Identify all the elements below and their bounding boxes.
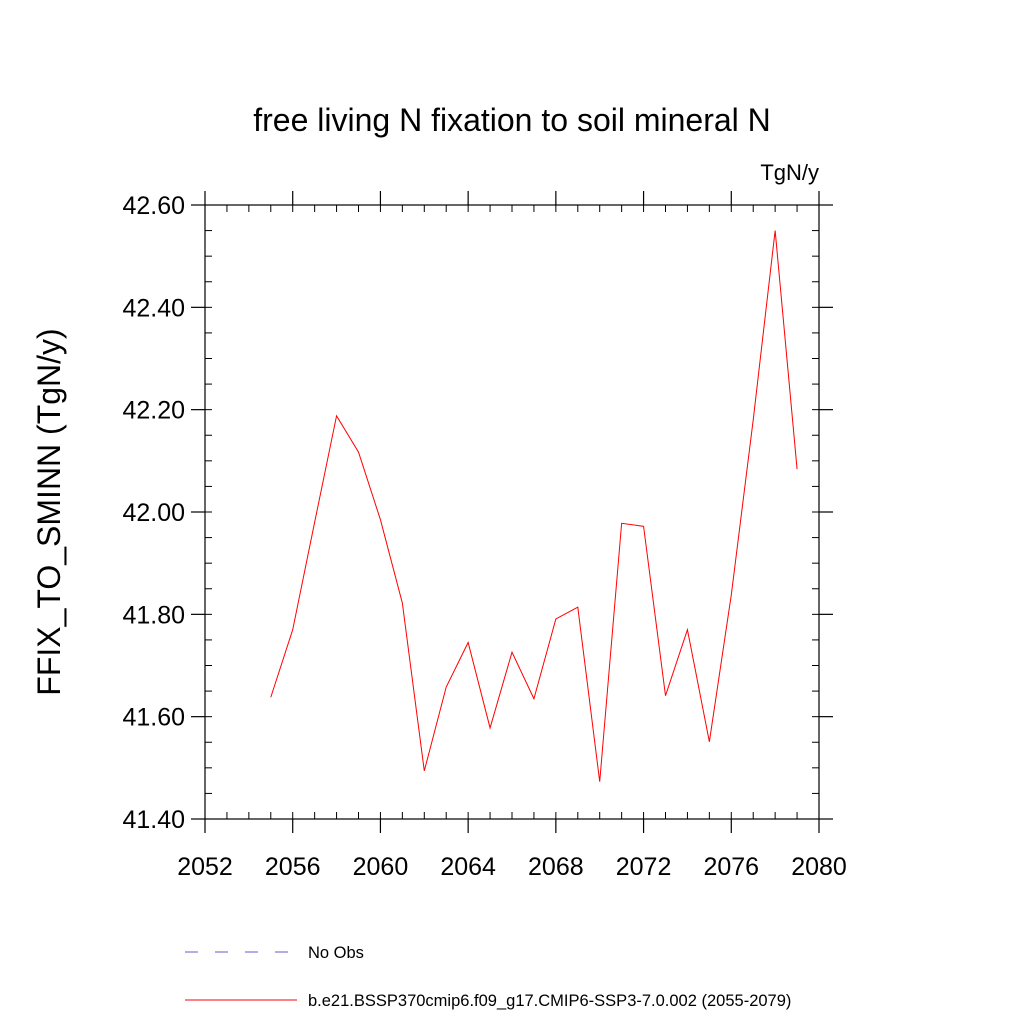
x-tick-label: 2056 bbox=[265, 853, 321, 881]
series-group bbox=[270, 230, 798, 782]
x-axis-ticks: 2052 2056 2060 2064 2068 2072 2076 2080 bbox=[177, 191, 847, 881]
y-tick-label: 42.40 bbox=[122, 294, 185, 322]
legend-label: No Obs bbox=[308, 944, 364, 962]
y-tick-label: 41.40 bbox=[122, 806, 185, 834]
y-tick-label: 42.20 bbox=[122, 397, 185, 425]
chart-title: free living N fixation to soil mineral N bbox=[253, 102, 771, 138]
y-axis-ticks: 41.40 41.60 41.80 42.00 42.20 42.40 42.60 bbox=[122, 192, 833, 834]
y-axis-label: FFIX_TO_SMINN (TgN/y) bbox=[31, 328, 67, 695]
legend: No Obs b.e21.BSSP370cmip6.f09_g17.CMIP6-S… bbox=[185, 944, 791, 1010]
series-line bbox=[270, 230, 798, 782]
x-tick-label: 2052 bbox=[177, 853, 233, 881]
y-tick-label: 42.00 bbox=[122, 499, 185, 527]
x-tick-label: 2076 bbox=[703, 853, 759, 881]
x-tick-label: 2072 bbox=[616, 853, 672, 881]
y-tick-label: 41.60 bbox=[122, 704, 185, 732]
units-label: TgN/y bbox=[760, 160, 819, 185]
y-tick-label: 42.60 bbox=[122, 192, 185, 220]
x-tick-label: 2068 bbox=[528, 853, 584, 881]
x-tick-label: 2060 bbox=[353, 853, 409, 881]
legend-label: b.e21.BSSP370cmip6.f09_g17.CMIP6-SSP3-7.… bbox=[308, 992, 791, 1010]
x-tick-label: 2064 bbox=[440, 853, 496, 881]
y-tick-label: 41.80 bbox=[122, 601, 185, 629]
plot-frame bbox=[204, 204, 820, 820]
x-tick-label: 2080 bbox=[791, 853, 847, 881]
